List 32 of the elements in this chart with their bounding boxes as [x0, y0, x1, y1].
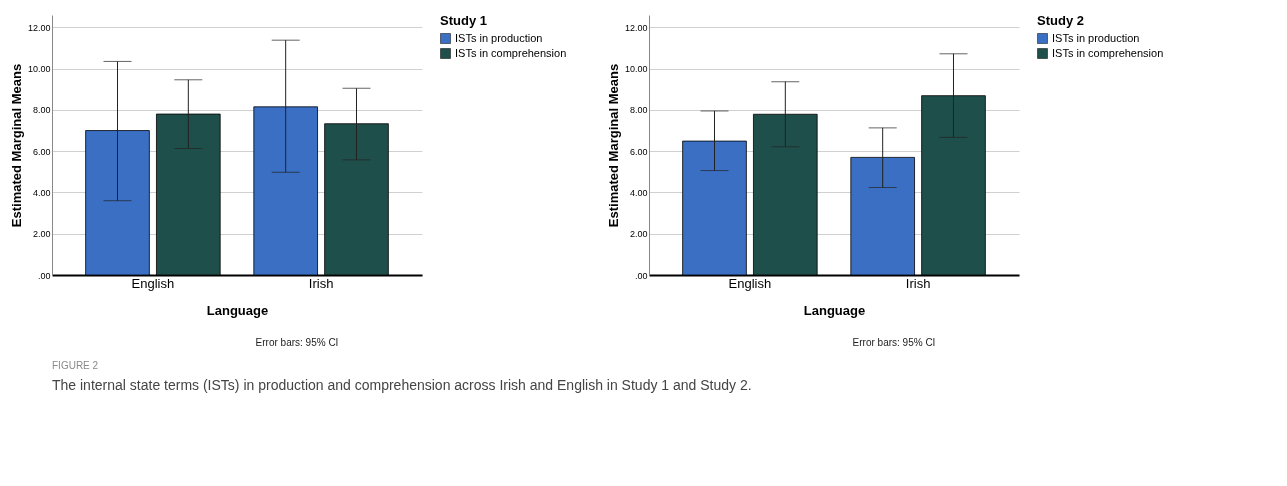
y-tick-label: .00: [37, 270, 51, 281]
text: Error bars: 95% CI: [255, 337, 339, 348]
x-tick-label: English: [131, 275, 175, 291]
legend-title: Study 2: [1037, 13, 1084, 28]
legend-label: ISTs in comprehension: [455, 46, 567, 59]
y-tick-label: 2.00: [32, 229, 51, 240]
legend-title: Study 1: [440, 13, 487, 28]
legend-label: ISTs in production: [1052, 31, 1140, 44]
y-axis-title: Estimated Marginal Means: [8, 63, 24, 228]
y-tick-label: 8.00: [629, 105, 648, 116]
x-tick-label: Irish: [308, 275, 334, 291]
y-tick-label: 6.00: [629, 146, 648, 157]
x-tick-label: English: [728, 275, 772, 291]
text: Error bars: 95% CI: [852, 337, 936, 348]
y-tick-label: 12.00: [27, 22, 51, 33]
y-tick-label: 10.00: [624, 64, 648, 75]
y-tick-label: 8.00: [32, 105, 51, 116]
y-axis-title: Estimated Marginal Means: [605, 63, 621, 228]
y-tick-label: 12.00: [624, 22, 648, 33]
legend-label: ISTs in production: [455, 31, 543, 44]
legend-label: ISTs in comprehension: [1052, 46, 1164, 59]
caption: FIGURE 2: [52, 360, 99, 371]
y-tick-label: 2.00: [629, 229, 648, 240]
y-tick-label: 10.00: [27, 64, 51, 75]
y-tick-label: 4.00: [629, 187, 648, 198]
y-tick-label: 6.00: [32, 146, 51, 157]
y-tick-label: .00: [634, 270, 648, 281]
x-axis-title: Language: [206, 302, 269, 318]
y-tick-label: 4.00: [32, 187, 51, 198]
text: The internal state terms (ISTs) in production and comprehension across Irish and English in Study 1 and Study 2.: [52, 377, 752, 393]
x-tick-label: Irish: [905, 275, 931, 291]
x-axis-title: Language: [803, 302, 866, 318]
